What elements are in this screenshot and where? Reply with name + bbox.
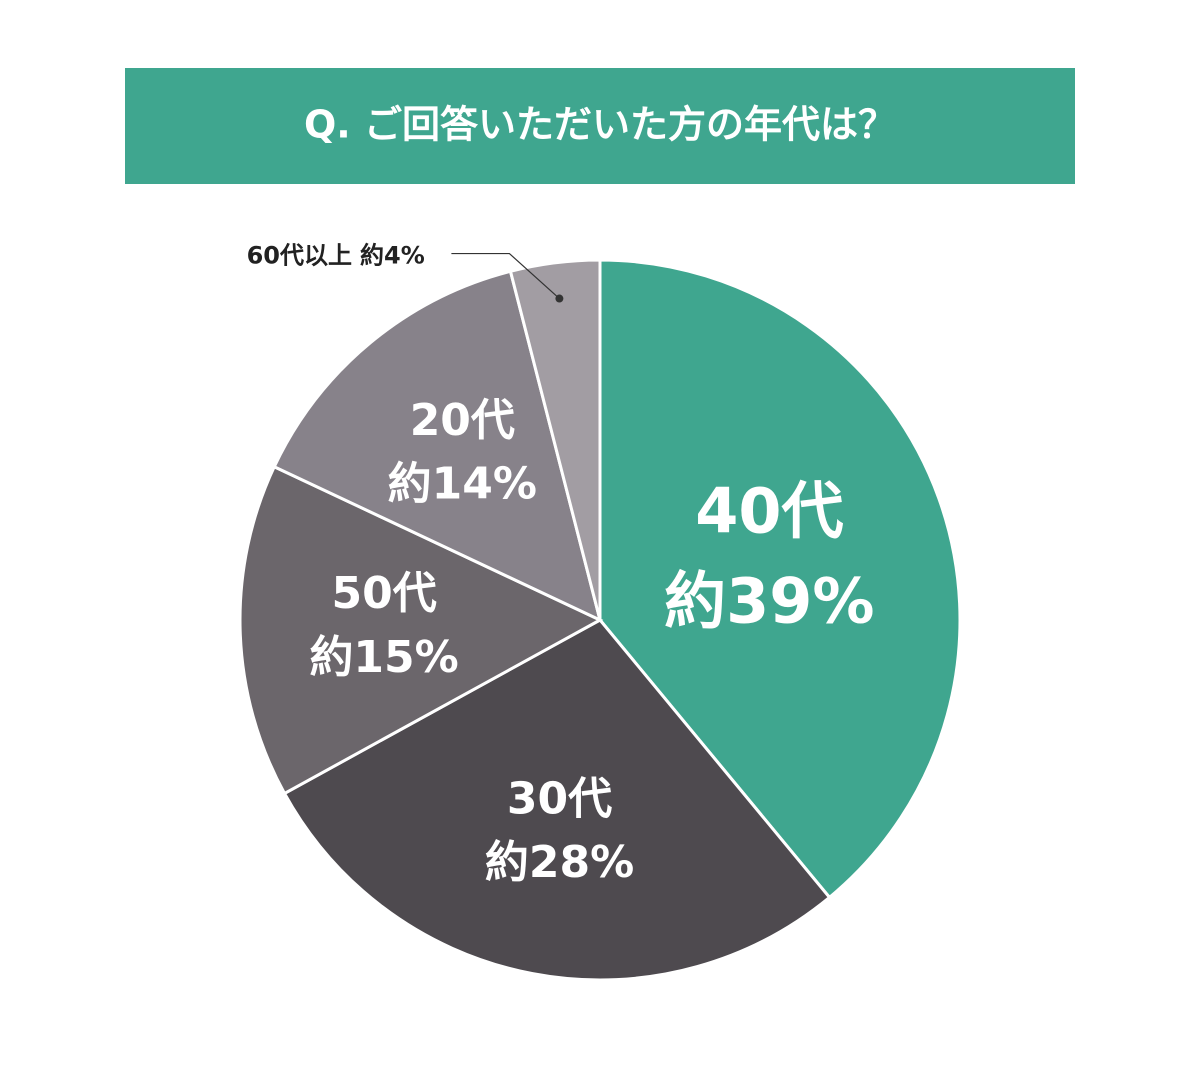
pie-slice [272, 269, 603, 623]
pie-slice [508, 258, 602, 621]
slice-category-label: 20代 [410, 395, 515, 446]
pie-slice [598, 258, 962, 900]
leader-line [451, 252, 560, 300]
slice-category-label: 50代 [331, 568, 436, 619]
chart-title: Q. ご回答いただいた方の年代は？ [304, 103, 896, 147]
pie-slice [282, 618, 832, 982]
slice-value-label: 約15% [309, 632, 458, 683]
title-bar [125, 68, 1075, 184]
slice-value-label: 約28% [485, 837, 634, 888]
slice-value-label: 約39% [664, 565, 874, 638]
slice-category-label: 30代 [507, 773, 612, 824]
slice-category-label: 60代以上 [247, 242, 352, 270]
slice-category-label: 40代 [695, 475, 843, 548]
slice-value-label: 約4% [360, 242, 425, 270]
slice-value-label: 約14% [388, 459, 537, 510]
pie-slice [238, 464, 604, 796]
